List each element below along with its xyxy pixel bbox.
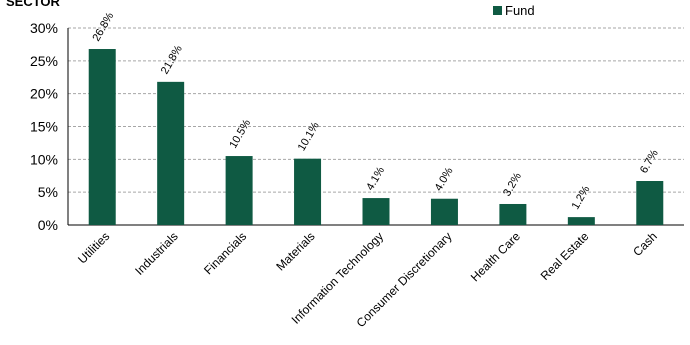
x-category-label: Cash — [630, 229, 660, 259]
bar — [362, 198, 390, 225]
data-label: 1.2% — [570, 184, 593, 212]
x-category-label: Materials — [273, 229, 317, 273]
data-label: 6.7% — [638, 148, 661, 176]
data-label: 21.8% — [159, 43, 185, 76]
bar — [499, 203, 527, 225]
y-tick-label: 10% — [30, 151, 58, 167]
y-tick-label: 0% — [38, 217, 58, 233]
legend: Fund — [493, 3, 535, 18]
legend-label: Fund — [505, 3, 535, 18]
bar — [636, 181, 664, 225]
x-category-label: Utilities — [75, 229, 112, 266]
x-category-label: Health Care — [468, 229, 523, 284]
data-label: 10.5% — [227, 117, 253, 150]
x-category-label: Industrials — [132, 229, 181, 278]
bar — [157, 81, 185, 225]
bar — [225, 156, 253, 225]
x-category-label: Real Estate — [538, 229, 592, 283]
bar — [294, 158, 322, 225]
bar — [88, 49, 116, 225]
data-label: 10.1% — [296, 120, 322, 153]
y-tick-label: 30% — [30, 20, 58, 36]
data-label: 26.8% — [90, 10, 116, 43]
y-tick-label: 25% — [30, 53, 58, 69]
chart-title: SECTOR — [6, 0, 60, 9]
bar — [567, 217, 595, 225]
x-category-label: Financials — [201, 229, 249, 277]
bar — [430, 198, 458, 225]
y-tick-label: 20% — [30, 86, 58, 102]
y-tick-label: 5% — [38, 184, 58, 200]
data-label: 4.1% — [364, 165, 387, 193]
y-tick-label: 15% — [30, 119, 58, 135]
data-label: 3.2% — [501, 171, 524, 199]
data-label: 4.0% — [433, 165, 456, 193]
legend-swatch — [493, 6, 502, 15]
